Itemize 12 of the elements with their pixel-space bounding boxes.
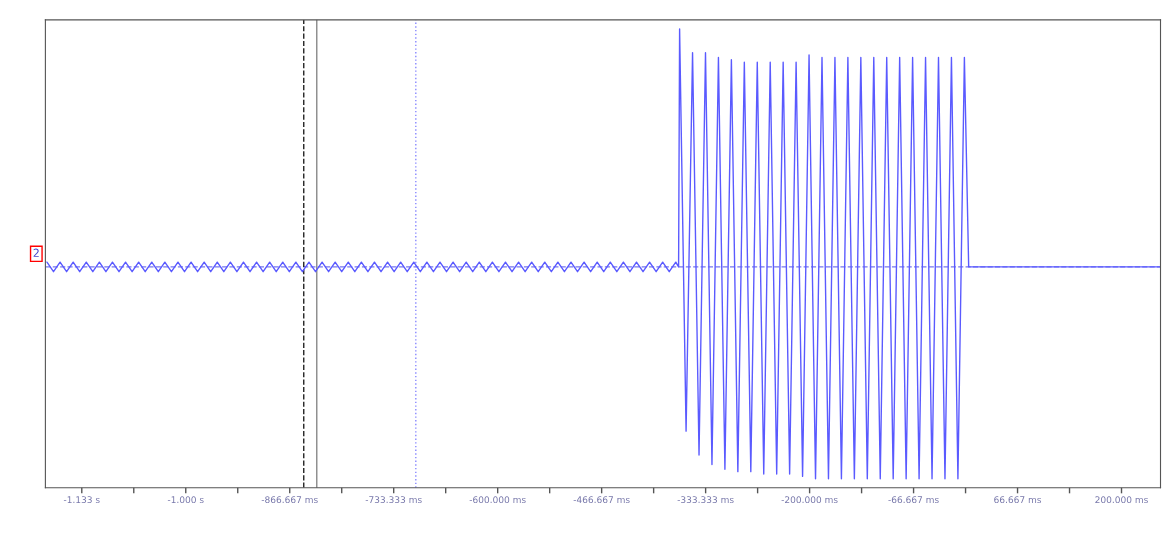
- x-tick-label: -600.000 ms: [469, 496, 526, 504]
- x-tick-label: -200.000 ms: [781, 496, 838, 504]
- x-tick-label: 200.000 ms: [1095, 496, 1148, 504]
- x-tick-label: -333.333 ms: [677, 496, 734, 504]
- x-tick-label: -66.667 ms: [888, 496, 939, 504]
- text: 2: [33, 248, 39, 257]
- x-tick-label: -733.333 ms: [365, 496, 422, 504]
- x-tick-label: -466.667 ms: [573, 496, 630, 504]
- x-tick-label: -1.000 s: [167, 496, 204, 504]
- x-tick-label: -1.133 s: [63, 496, 100, 504]
- x-tick-label: -866.667 ms: [261, 496, 318, 504]
- x-tick-label: 66.667 ms: [994, 496, 1042, 504]
